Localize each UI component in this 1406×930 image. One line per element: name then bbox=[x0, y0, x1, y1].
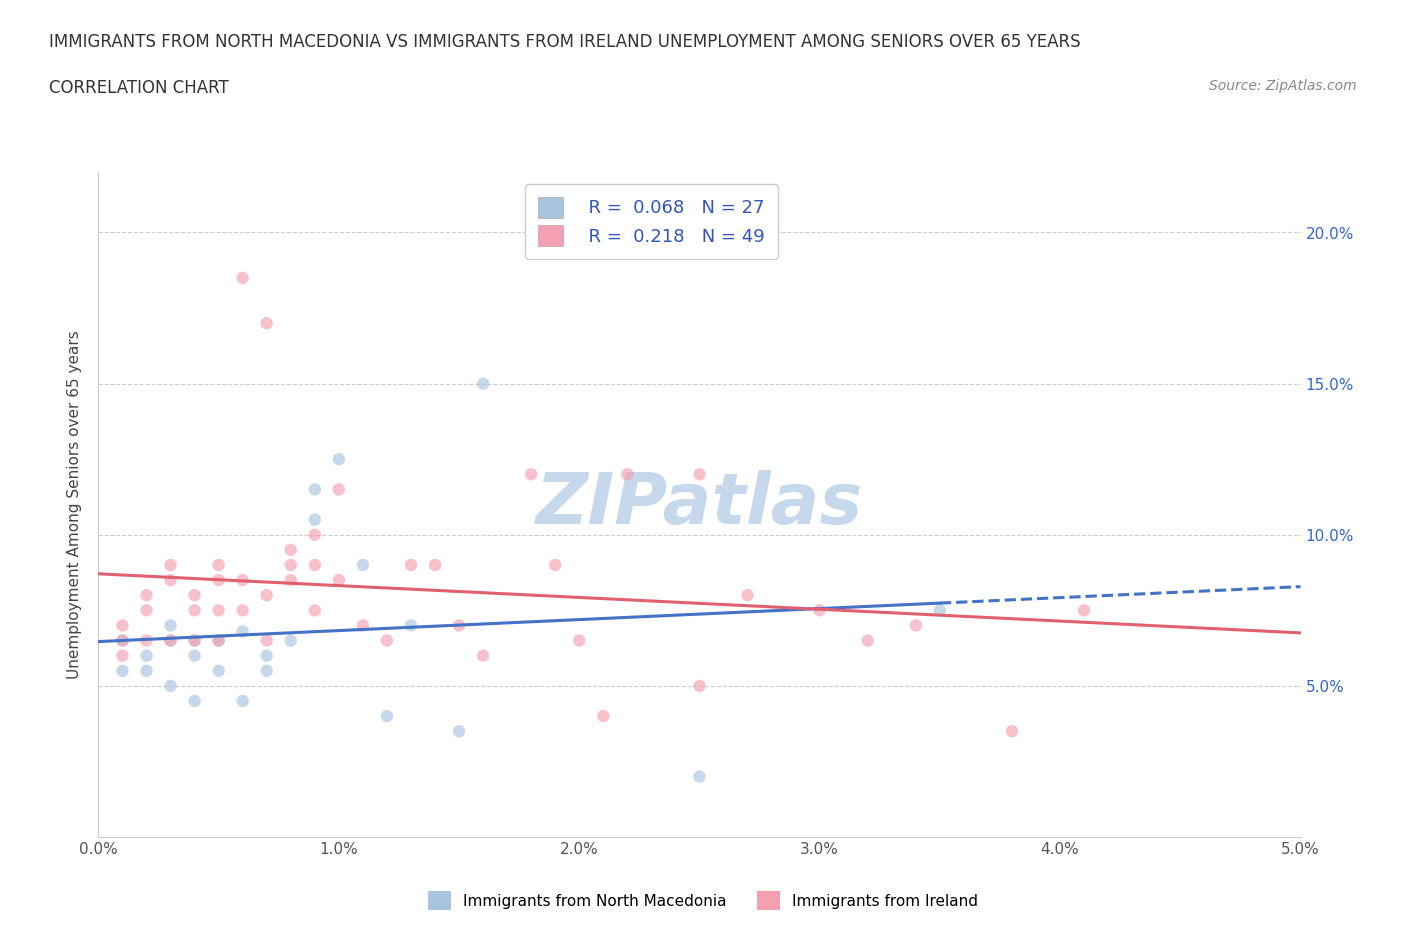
Point bbox=[135, 633, 157, 648]
Point bbox=[1073, 603, 1095, 618]
Point bbox=[375, 633, 398, 648]
Point bbox=[929, 603, 952, 618]
Point bbox=[399, 618, 422, 633]
Point bbox=[183, 633, 205, 648]
Point bbox=[183, 588, 205, 603]
Point bbox=[616, 467, 638, 482]
Point bbox=[472, 377, 495, 392]
Point bbox=[183, 633, 205, 648]
Point bbox=[689, 769, 711, 784]
Point bbox=[352, 558, 374, 573]
Point bbox=[423, 558, 446, 573]
Text: Source: ZipAtlas.com: Source: ZipAtlas.com bbox=[1209, 79, 1357, 93]
Y-axis label: Unemployment Among Seniors over 65 years: Unemployment Among Seniors over 65 years bbox=[67, 330, 83, 679]
Point bbox=[208, 573, 231, 588]
Point bbox=[208, 558, 231, 573]
Point bbox=[183, 603, 205, 618]
Point bbox=[1001, 724, 1024, 738]
Point bbox=[304, 482, 326, 497]
Point bbox=[256, 633, 278, 648]
Point bbox=[159, 618, 181, 633]
Point bbox=[232, 573, 254, 588]
Point bbox=[256, 663, 278, 678]
Point bbox=[232, 271, 254, 286]
Point bbox=[208, 633, 231, 648]
Point bbox=[135, 588, 157, 603]
Point bbox=[159, 573, 181, 588]
Point bbox=[232, 624, 254, 639]
Point bbox=[280, 633, 302, 648]
Point bbox=[544, 558, 567, 573]
Point bbox=[135, 663, 157, 678]
Point bbox=[256, 588, 278, 603]
Legend: Immigrants from North Macedonia, Immigrants from Ireland: Immigrants from North Macedonia, Immigra… bbox=[420, 884, 986, 918]
Point bbox=[183, 648, 205, 663]
Point bbox=[808, 603, 831, 618]
Point bbox=[689, 679, 711, 694]
Point bbox=[689, 467, 711, 482]
Point bbox=[159, 633, 181, 648]
Point bbox=[111, 633, 134, 648]
Point bbox=[856, 633, 879, 648]
Point bbox=[280, 573, 302, 588]
Point bbox=[328, 573, 350, 588]
Point bbox=[737, 588, 759, 603]
Point bbox=[304, 512, 326, 527]
Point bbox=[304, 603, 326, 618]
Point bbox=[159, 558, 181, 573]
Point bbox=[208, 663, 231, 678]
Point bbox=[256, 316, 278, 331]
Point bbox=[399, 558, 422, 573]
Point bbox=[232, 603, 254, 618]
Point bbox=[208, 633, 231, 648]
Point bbox=[328, 482, 350, 497]
Point bbox=[111, 633, 134, 648]
Point bbox=[111, 663, 134, 678]
Text: IMMIGRANTS FROM NORTH MACEDONIA VS IMMIGRANTS FROM IRELAND UNEMPLOYMENT AMONG SE: IMMIGRANTS FROM NORTH MACEDONIA VS IMMIG… bbox=[49, 33, 1081, 50]
Point bbox=[352, 618, 374, 633]
Text: ZIPatlas: ZIPatlas bbox=[536, 470, 863, 539]
Point bbox=[520, 467, 543, 482]
Point bbox=[568, 633, 591, 648]
Point bbox=[447, 724, 470, 738]
Point bbox=[232, 694, 254, 709]
Point bbox=[328, 452, 350, 467]
Point bbox=[135, 603, 157, 618]
Point bbox=[280, 558, 302, 573]
Point bbox=[159, 633, 181, 648]
Point bbox=[256, 648, 278, 663]
Legend:   R =  0.068   N = 27,   R =  0.218   N = 49: R = 0.068 N = 27, R = 0.218 N = 49 bbox=[524, 184, 778, 259]
Point bbox=[111, 648, 134, 663]
Point bbox=[183, 694, 205, 709]
Point bbox=[159, 679, 181, 694]
Point bbox=[447, 618, 470, 633]
Point bbox=[472, 648, 495, 663]
Point bbox=[111, 618, 134, 633]
Point bbox=[904, 618, 927, 633]
Text: CORRELATION CHART: CORRELATION CHART bbox=[49, 79, 229, 97]
Point bbox=[375, 709, 398, 724]
Point bbox=[304, 558, 326, 573]
Point bbox=[280, 542, 302, 557]
Point bbox=[592, 709, 614, 724]
Point bbox=[304, 527, 326, 542]
Point bbox=[135, 648, 157, 663]
Point bbox=[208, 603, 231, 618]
